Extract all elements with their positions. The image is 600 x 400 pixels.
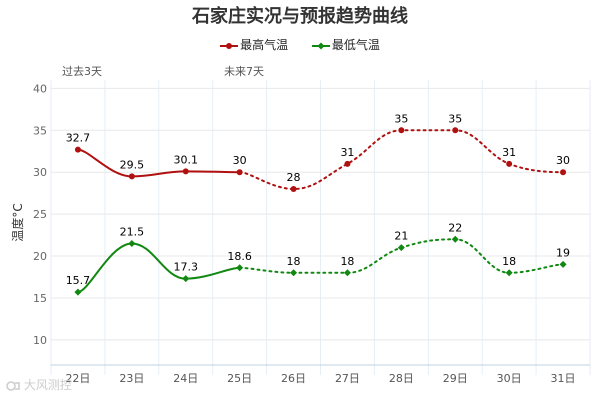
data-label-high: 29.5 (120, 158, 145, 171)
data-point-low (128, 239, 136, 247)
x-tick-label: 23日 (119, 372, 144, 385)
data-point-high (506, 160, 513, 167)
x-tick-label: 24日 (173, 372, 198, 385)
period-label-future: 未来7天 (224, 65, 264, 78)
data-label-low: 22 (448, 221, 462, 234)
data-point-high (182, 168, 189, 175)
data-label-high: 31 (340, 146, 354, 159)
x-tick-label: 25日 (227, 372, 252, 385)
y-tick-label: 35 (33, 124, 47, 137)
data-point-high (290, 185, 297, 192)
data-point-low (182, 275, 190, 283)
y-tick-label: 10 (33, 334, 47, 347)
data-point-low (290, 269, 298, 277)
legend-label-high: 最高气温 (240, 38, 289, 52)
data-point-low (74, 288, 82, 296)
y-tick-label: 20 (33, 250, 47, 263)
data-label-low: 18.6 (227, 250, 252, 263)
period-label-past: 过去3天 (62, 65, 102, 78)
series-line-observed-high (77, 148, 240, 178)
legend-item-low[interactable]: 最低气温 (311, 36, 380, 53)
x-tick-label: 30日 (497, 372, 522, 385)
data-point-high (236, 169, 243, 176)
x-tick-label: 28日 (389, 372, 414, 385)
data-point-low (343, 269, 351, 277)
data-label-high: 30.1 (174, 153, 199, 166)
x-tick-label: 29日 (443, 372, 468, 385)
data-label-high: 31 (502, 146, 516, 159)
data-label-low: 19 (556, 246, 570, 259)
data-point-high (452, 127, 459, 134)
data-label-low: 15.7 (66, 274, 91, 287)
data-label-high: 30 (556, 154, 570, 167)
data-label-low: 18 (502, 255, 516, 268)
data-label-low: 17.3 (174, 261, 199, 274)
data-point-high (74, 146, 81, 153)
legend: 最高气温 最低气温 (0, 36, 600, 53)
legend-item-high[interactable]: 最高气温 (220, 36, 288, 53)
data-label-low: 18 (340, 255, 354, 268)
x-tick-label: 26日 (281, 372, 306, 385)
legend-swatch-low (311, 42, 330, 49)
watermark-icon (6, 380, 20, 391)
legend-swatch-high (220, 42, 239, 49)
y-tick-label: 40 (33, 82, 47, 95)
x-tick-label: 22日 (65, 372, 90, 385)
data-label-high: 32.7 (66, 132, 91, 145)
series-line-observed-low (77, 242, 240, 294)
data-label-low: 18 (287, 255, 301, 268)
data-label-low: 21 (394, 230, 408, 243)
y-tick-label: 15 (33, 292, 47, 305)
data-point-high (398, 127, 405, 134)
data-point-low (559, 260, 567, 268)
watermark-text: 大风测控 (23, 378, 72, 392)
data-point-high (560, 169, 567, 176)
data-label-high: 30 (233, 154, 247, 167)
data-point-low (451, 235, 459, 243)
data-point-high (344, 160, 351, 167)
data-point-low (505, 269, 513, 277)
data-point-low (236, 264, 244, 272)
data-point-low (397, 244, 405, 252)
x-tick-label: 31日 (551, 372, 576, 385)
data-label-high: 35 (394, 112, 408, 125)
y-axis-title: 温度°C (10, 203, 25, 241)
watermark: 大风测控 (6, 376, 72, 393)
chart-title: 石家庄实况与预报趋势曲线 (192, 6, 408, 27)
data-label-high: 28 (287, 171, 301, 184)
data-label-low: 21.5 (120, 225, 145, 238)
x-tick-label: 27日 (335, 372, 360, 385)
y-tick-label: 30 (33, 166, 47, 179)
data-label-high: 35 (448, 112, 462, 125)
legend-label-low: 最低气温 (331, 38, 380, 52)
data-point-high (128, 173, 135, 180)
y-tick-label: 25 (33, 208, 47, 221)
